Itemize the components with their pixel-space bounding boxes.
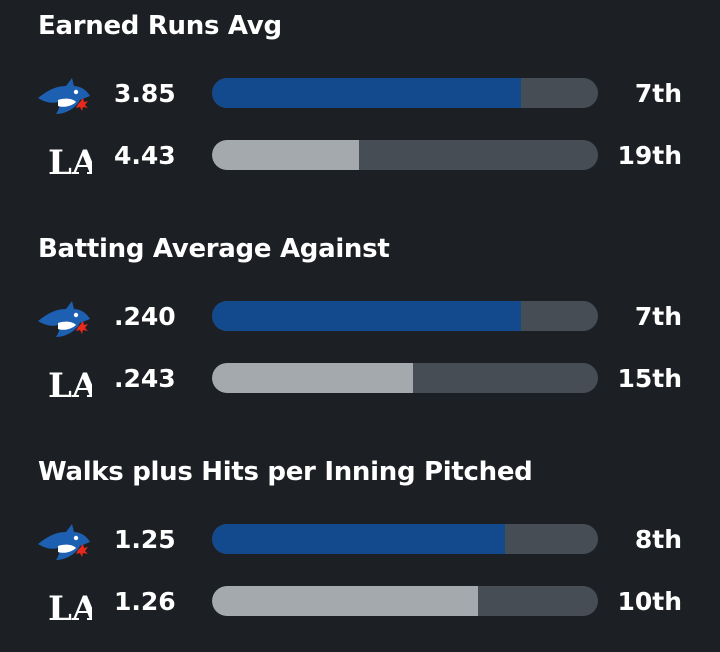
stat-bar-fill bbox=[212, 301, 521, 331]
stat-bar-fill bbox=[212, 524, 506, 554]
stat-rank: 7th bbox=[634, 79, 682, 108]
stat-bar bbox=[212, 140, 598, 170]
stat-bar bbox=[212, 363, 598, 393]
stat-bar-fill bbox=[212, 586, 479, 616]
svg-text:LA: LA bbox=[48, 143, 92, 180]
stat-row-team2: LA 1.26 10th bbox=[0, 582, 720, 626]
stat-row-team2: LA .243 15th bbox=[0, 359, 720, 403]
stat-bar-fill bbox=[212, 140, 359, 170]
blue-jays-logo-icon bbox=[38, 524, 90, 560]
stat-row-team2: LA 4.43 19th bbox=[0, 136, 720, 180]
stat-bar bbox=[212, 524, 598, 554]
stat-value: .240 bbox=[114, 302, 176, 331]
dodgers-la-logo-icon: LA bbox=[48, 143, 92, 180]
blue-jays-logo-icon bbox=[38, 78, 90, 114]
stat-row-team1: 1.25 8th bbox=[0, 520, 720, 560]
stat-value: 1.25 bbox=[114, 525, 176, 554]
stat-row-team1: .240 7th bbox=[0, 297, 720, 337]
stat-rank: 7th bbox=[634, 302, 682, 331]
stat-bar-fill bbox=[212, 363, 413, 393]
stat-title: Walks plus Hits per Inning Pitched bbox=[38, 457, 533, 487]
stat-bar bbox=[212, 301, 598, 331]
stat-value: 1.26 bbox=[114, 587, 176, 616]
stat-rank: 10th bbox=[617, 587, 682, 616]
blue-jays-logo-icon bbox=[38, 301, 90, 337]
stat-value: .243 bbox=[114, 364, 176, 393]
dodgers-la-logo-icon: LA bbox=[48, 589, 92, 626]
stat-value: 4.43 bbox=[114, 141, 176, 170]
stat-bar bbox=[212, 78, 598, 108]
stat-bar-fill bbox=[212, 78, 521, 108]
dodgers-la-logo-icon: LA bbox=[48, 366, 92, 403]
stat-row-team1: 3.85 7th bbox=[0, 74, 720, 114]
stat-value: 3.85 bbox=[114, 79, 176, 108]
stat-rank: 15th bbox=[617, 364, 682, 393]
svg-text:LA: LA bbox=[48, 366, 92, 403]
stat-rank: 19th bbox=[617, 141, 682, 170]
stat-rank: 8th bbox=[634, 525, 682, 554]
stat-title: Batting Average Against bbox=[38, 234, 390, 264]
svg-text:LA: LA bbox=[48, 589, 92, 626]
stat-bar bbox=[212, 586, 598, 616]
stat-title: Earned Runs Avg bbox=[38, 11, 282, 41]
